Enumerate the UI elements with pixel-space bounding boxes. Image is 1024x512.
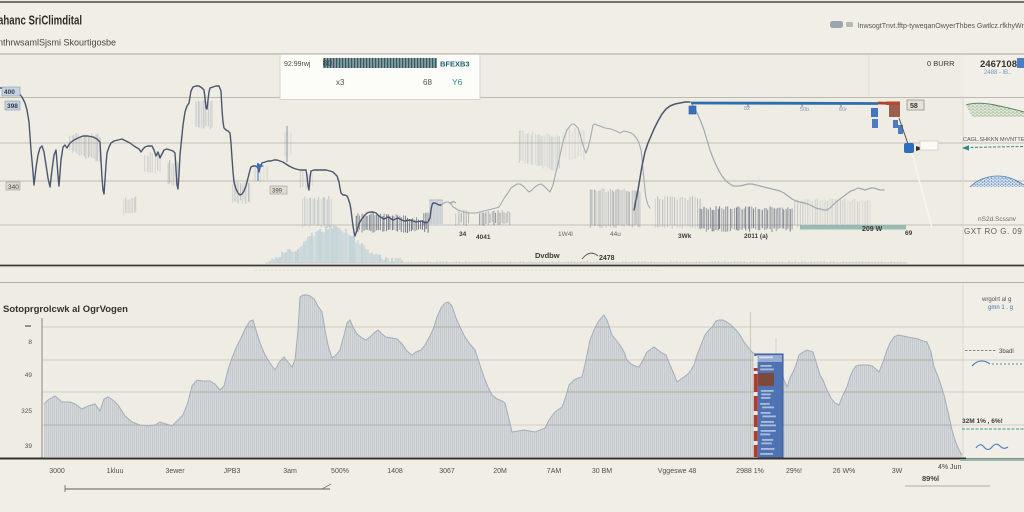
svg-text:1408: 1408 xyxy=(387,468,403,475)
svg-text:209 W: 209 W xyxy=(862,226,883,233)
svg-text:3000: 3000 xyxy=(49,468,65,475)
svg-text:nthrwsamlSjsmi Skourtigosbe: nthrwsamlSjsmi Skourtigosbe xyxy=(0,38,116,49)
svg-text:2488 - lB..: 2488 - lB.. xyxy=(984,70,1012,76)
svg-text:398: 398 xyxy=(7,103,18,110)
svg-text:4041: 4041 xyxy=(476,234,491,241)
svg-text:wrgolrt al g: wrgolrt al g xyxy=(981,297,1011,303)
svg-text:Vggeswe 48: Vggeswe 48 xyxy=(658,468,697,475)
svg-text:500%: 500% xyxy=(331,468,349,475)
svg-text:3067: 3067 xyxy=(439,468,455,475)
svg-text:49: 49 xyxy=(25,372,33,379)
svg-text:3Wk: 3Wk xyxy=(678,233,692,240)
svg-text:68: 68 xyxy=(423,78,432,87)
svg-text:gmn 1 . g: gmn 1 . g xyxy=(988,305,1013,311)
svg-text:44u: 44u xyxy=(610,231,621,238)
svg-text:2988 1%: 2988 1% xyxy=(736,468,764,475)
svg-text:92:99rwj: 92:99rwj xyxy=(284,61,311,68)
svg-text:30 BM: 30 BM xyxy=(592,468,612,475)
svg-text:Dvdbw: Dvdbw xyxy=(535,251,560,260)
svg-text:400: 400 xyxy=(4,89,15,96)
svg-text:3W: 3W xyxy=(892,468,903,475)
svg-text:nS2d.Scssnv: nS2d.Scssnv xyxy=(978,216,1017,223)
svg-text:x3: x3 xyxy=(336,78,345,87)
svg-text:69: 69 xyxy=(905,230,913,237)
svg-text:2478: 2478 xyxy=(599,255,615,262)
svg-text:4% Jun: 4% Jun xyxy=(938,464,961,471)
svg-text:2011 (a): 2011 (a) xyxy=(744,233,768,240)
svg-text:29%!: 29%! xyxy=(786,468,802,475)
svg-text:80: 80 xyxy=(323,59,332,68)
svg-text:325: 325 xyxy=(21,408,32,415)
svg-text:8: 8 xyxy=(28,339,32,346)
svg-text:58: 58 xyxy=(910,103,918,110)
svg-text:60r: 60r xyxy=(839,107,847,113)
svg-text:ahanc SriClimdital: ahanc SriClimdital xyxy=(0,14,82,28)
svg-text:82: 82 xyxy=(744,106,750,112)
svg-text:Sotoprgrolcwk al OgrVogen: Sotoprgrolcwk al OgrVogen xyxy=(3,304,128,315)
svg-text:20M: 20M xyxy=(493,468,507,475)
svg-text:0 BURR: 0 BURR xyxy=(927,59,955,68)
svg-text:3badl: 3badl xyxy=(999,349,1014,355)
svg-text:3ewer: 3ewer xyxy=(165,468,185,475)
svg-text:JPB3: JPB3 xyxy=(224,468,241,475)
svg-text:lnwsogtTnvt.fftp-tyweqanOwyerT: lnwsogtTnvt.fftp-tyweqanOwyerThbes Gwtlc… xyxy=(858,23,1024,30)
svg-text:BFEXB3: BFEXB3 xyxy=(440,60,470,69)
svg-text:3am: 3am xyxy=(283,468,297,475)
svg-text:2467108: 2467108 xyxy=(980,59,1017,70)
svg-text:34: 34 xyxy=(459,231,467,238)
svg-text:39: 39 xyxy=(25,443,33,450)
svg-text:89%l: 89%l xyxy=(922,474,939,483)
svg-text:1kluu: 1kluu xyxy=(107,468,124,475)
svg-text:32M 1% , 6%!: 32M 1% , 6%! xyxy=(962,418,1003,425)
svg-text:340: 340 xyxy=(8,184,19,191)
svg-text:GXT RO G. 09: GXT RO G. 09 xyxy=(964,227,1022,236)
svg-text:26 W%: 26 W% xyxy=(833,468,856,475)
svg-text:399: 399 xyxy=(272,189,283,195)
svg-text:50b: 50b xyxy=(800,107,809,113)
svg-text:7AM: 7AM xyxy=(547,468,562,475)
svg-text:CAGL.SHKKN MrVNTTEHShKeRM: CAGL.SHKKN MrVNTTEHShKeRM xyxy=(963,137,1024,143)
svg-text:1W4l: 1W4l xyxy=(558,231,573,238)
svg-text:Y6: Y6 xyxy=(452,77,463,87)
